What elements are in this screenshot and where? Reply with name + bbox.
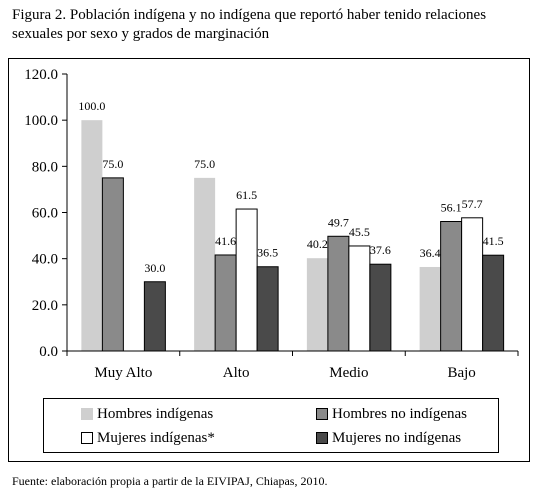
y-tick-label: 40.0: [32, 252, 58, 268]
bar: [235, 208, 258, 352]
data-label: 45.5: [349, 225, 370, 239]
bar: [81, 120, 103, 351]
y-tick-label: 20.0: [32, 298, 58, 314]
legend-item-mujeres-indigenas: Mujeres indígenas*: [81, 429, 215, 447]
legend-swatch: [81, 408, 93, 420]
data-label: 49.7: [328, 215, 349, 229]
bar: [327, 235, 350, 352]
bar: [369, 263, 392, 352]
y-tick-label: 80.0: [32, 159, 58, 175]
bar: [143, 281, 166, 352]
bar: [256, 266, 279, 352]
legend-swatch: [81, 432, 93, 444]
bar: [101, 177, 124, 352]
legend-item-hombres-indigenas: Hombres indígenas: [81, 405, 213, 423]
data-label: 30.0: [144, 261, 165, 275]
x-tick-label: Muy Alto: [94, 365, 152, 381]
bar: [461, 217, 484, 352]
chart-frame: [8, 58, 530, 462]
source-note: Fuente: elaboración propia a partir de l…: [12, 474, 328, 488]
legend-item-mujeres-no-indigenas: Mujeres no indígenas: [316, 429, 461, 447]
data-label: 100.0: [78, 99, 105, 113]
bar: [194, 177, 216, 351]
legend-swatch: [316, 432, 328, 444]
y-tick-label: 100.0: [24, 113, 58, 129]
legend-label: Mujeres indígenas*: [97, 430, 215, 446]
x-tick-label: Medio: [329, 365, 368, 381]
bar: [440, 221, 463, 352]
bar: [348, 245, 371, 352]
x-tick-label: Bajo: [447, 365, 475, 381]
legend-label: Hombres indígenas: [97, 406, 214, 422]
data-label: 36.5: [257, 246, 278, 260]
data-label: 40.2: [307, 237, 328, 251]
y-tick-label: 60.0: [32, 206, 58, 222]
data-label: 41.5: [483, 234, 504, 248]
data-label: 75.0: [102, 157, 123, 171]
bar: [482, 254, 505, 352]
legend-swatch: [316, 408, 328, 420]
data-label: 37.6: [370, 243, 391, 257]
data-label: 36.4: [420, 246, 441, 260]
legend-label: Hombres no indígenas: [332, 406, 467, 422]
chart-title: Figura 2. Población indígena y no indíge…: [12, 7, 487, 42]
data-label: 75.0: [194, 157, 215, 171]
data-label: 41.6: [215, 234, 236, 248]
bar: [306, 258, 328, 351]
bar: [419, 266, 441, 351]
y-tick-label: 120.0: [24, 67, 58, 83]
data-label: 57.7: [462, 197, 483, 211]
data-label: 61.5: [236, 188, 257, 202]
bar-chart: 0.0 20.0 40.0 60.0 80.0 100.0 120.0 100.0 75.0 30…: [24, 67, 519, 381]
x-tick-label: Alto: [223, 365, 250, 381]
legend-item-hombres-no-indigenas: Hombres no indígenas: [316, 405, 467, 423]
legend-label: Mujeres no indígenas: [332, 430, 462, 446]
y-tick-label: 0.0: [39, 344, 58, 360]
chart-legend: Hombres indígenas Hombres no indígenas M…: [43, 398, 499, 453]
bar: [214, 254, 237, 352]
data-label: 56.1: [441, 201, 462, 215]
